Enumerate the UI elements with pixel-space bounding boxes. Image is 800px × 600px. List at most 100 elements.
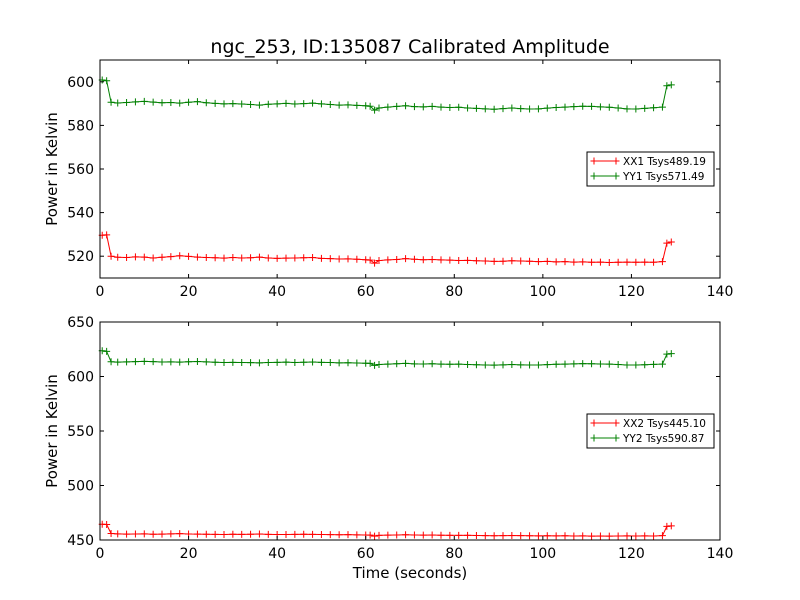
data-point [455,531,463,539]
data-point [623,532,631,540]
data-point [464,361,472,369]
data-point [579,102,587,110]
data-point [410,255,418,263]
data-point [641,258,649,266]
data-point [632,361,640,369]
data-point [437,256,445,264]
data-point [255,359,263,367]
legend-marker [612,157,620,165]
data-point [623,105,631,113]
data-point [428,255,436,263]
data-point [326,531,334,539]
x-tick-label: 60 [357,546,375,562]
data-point [605,259,613,267]
data-point [402,102,410,110]
data-point [614,532,622,540]
data-point [158,358,166,366]
data-point [103,521,111,529]
data-point [428,102,436,110]
data-point [472,532,480,540]
y-tick-label: 520 [67,249,94,265]
x-tick-label: 80 [445,284,463,300]
y-tick-label: 500 [67,479,94,495]
data-point [366,531,374,539]
data-point [419,531,427,539]
data-point [667,238,675,246]
data-point [366,359,374,367]
data-point [490,105,498,113]
x-tick-label: 40 [268,546,286,562]
data-point [402,255,410,263]
data-point [335,101,343,109]
x-tick-label: 0 [96,546,105,562]
data-point [375,531,383,539]
x-tick-label: 100 [529,546,556,562]
data-point [238,100,246,108]
data-point [185,358,193,366]
data-point [158,530,166,538]
legend-marker [590,419,598,427]
data-point [419,103,427,111]
legend-label: YY2 Tsys590.87 [622,433,704,445]
data-point [596,103,604,111]
data-point [264,100,272,108]
data-point [464,531,472,539]
legend: XX2 Tsys445.10 YY2 Tsys590.87 [586,413,715,449]
data-point [193,530,201,538]
data-point [309,358,317,366]
data-point [371,259,379,267]
data-point [273,254,281,262]
data-point [543,104,551,112]
data-point [393,102,401,110]
y-axis-label: Power in Kelvin [43,374,61,488]
data-point [291,100,299,108]
data-point [508,104,516,112]
data-point [658,103,666,111]
data-point [202,530,210,538]
data-point [335,531,343,539]
data-point [570,258,578,266]
data-point [596,532,604,540]
data-point [393,360,401,368]
data-point [428,360,436,368]
data-point [490,257,498,265]
data-point [384,531,392,539]
y-tick-label: 540 [67,206,94,222]
data-point [464,104,472,112]
data-point [410,360,418,368]
data-point [149,530,157,538]
data-point [667,81,675,89]
data-point [623,258,631,266]
data-point [419,360,427,368]
data-point [371,106,379,114]
y-tick-label: 580 [67,118,94,134]
data-point [579,532,587,540]
data-point [131,530,139,538]
data-point [167,530,175,538]
data-point [375,257,383,265]
data-point [588,102,596,110]
data-point [517,105,525,113]
data-point [107,98,115,106]
y-tick-label: 560 [67,162,94,178]
data-point [326,100,334,108]
data-point [508,257,516,265]
data-point [247,100,255,108]
data-point [167,358,175,366]
legend: XX1 Tsys489.19 YY1 Tsys571.49 [586,151,715,187]
data-point [264,530,272,538]
data-point [114,530,122,538]
data-point [543,361,551,369]
data-point [264,254,272,262]
data-point [663,82,671,90]
x-tick-label: 80 [445,546,463,562]
data-point [667,522,675,530]
data-point [605,360,613,368]
y-tick-label: 600 [67,75,94,91]
data-point [650,532,658,540]
data-point [570,360,578,368]
data-point [446,531,454,539]
legend-box [586,151,715,187]
series-yy1 [98,76,675,114]
data-point [658,360,666,368]
